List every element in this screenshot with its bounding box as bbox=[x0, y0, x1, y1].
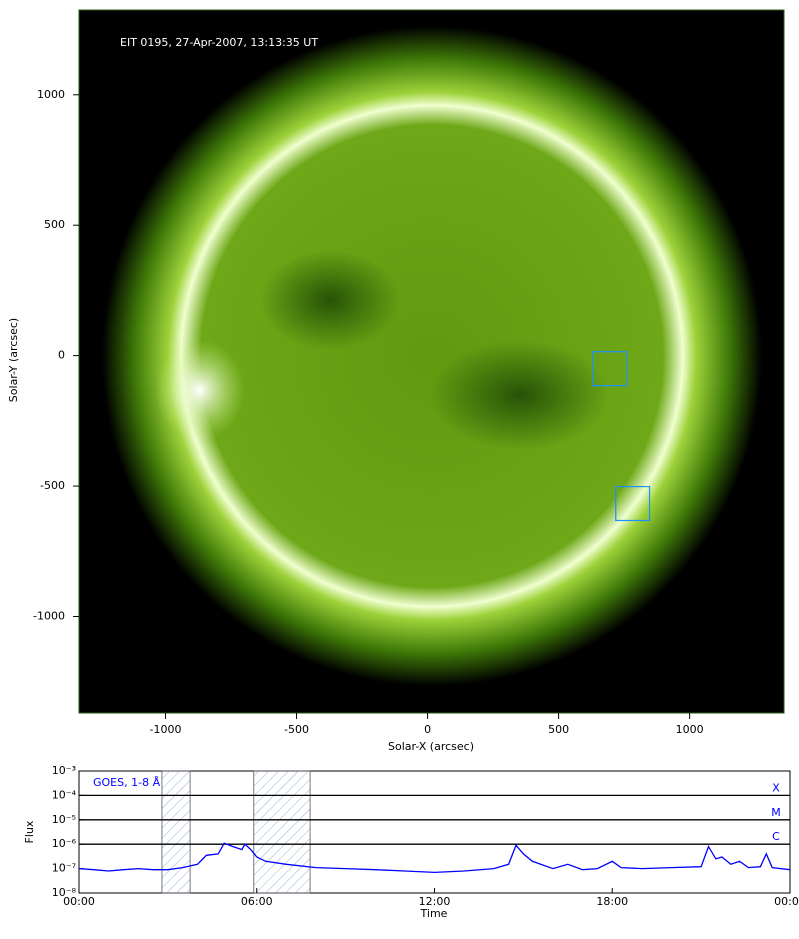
y-tick-label: 10⁻⁶ bbox=[52, 837, 77, 850]
y-tick-label: -500 bbox=[40, 479, 65, 492]
y-axis-label: Flux bbox=[23, 820, 36, 843]
y-axis-label: Solar-Y (arcsec) bbox=[7, 318, 20, 402]
y-tick-label: 10⁻⁷ bbox=[52, 862, 76, 875]
region-box bbox=[615, 485, 651, 522]
x-tick-label: 500 bbox=[548, 723, 569, 736]
x-tick-label: 1000 bbox=[676, 723, 704, 736]
y-tick-label: 0 bbox=[58, 349, 65, 362]
flare-level-label: X bbox=[772, 781, 780, 794]
y-tick-label: 10⁻⁴ bbox=[52, 788, 77, 801]
flare-level-label: M bbox=[771, 806, 781, 819]
x-tick-label: 00:00 bbox=[774, 895, 799, 908]
image-frame bbox=[78, 9, 785, 714]
flux-line bbox=[78, 842, 791, 874]
flare-level-label: C bbox=[772, 830, 780, 843]
shaded-range bbox=[161, 770, 191, 894]
shaded-range bbox=[253, 770, 311, 894]
region-box bbox=[592, 351, 628, 387]
x-tick-label: -500 bbox=[284, 723, 309, 736]
y-tick-label: 1000 bbox=[37, 88, 65, 101]
x-tick-label: 06:00 bbox=[241, 895, 273, 908]
x-tick-label: 0 bbox=[424, 723, 431, 736]
y-tick-label: -1000 bbox=[33, 609, 65, 622]
image-annotation: EIT 0195, 27-Apr-2007, 13:13:35 UT bbox=[120, 36, 318, 49]
legend-label: GOES, 1-8 Å bbox=[93, 776, 161, 789]
y-tick-label: 10⁻⁵ bbox=[52, 813, 76, 826]
y-tick-label: 10⁻⁸ bbox=[52, 886, 77, 899]
x-tick-label: 18:00 bbox=[596, 895, 628, 908]
x-tick-label: -1000 bbox=[150, 723, 182, 736]
x-axis-label: Time bbox=[420, 907, 448, 920]
x-tick-label: 12:00 bbox=[419, 895, 451, 908]
x-axis-label: Solar-X (arcsec) bbox=[388, 740, 474, 753]
y-tick-label: 500 bbox=[44, 218, 65, 231]
x-tick-label: 00:00 bbox=[63, 895, 95, 908]
y-tick-label: 10⁻³ bbox=[52, 764, 76, 777]
solar-image bbox=[79, 10, 784, 713]
